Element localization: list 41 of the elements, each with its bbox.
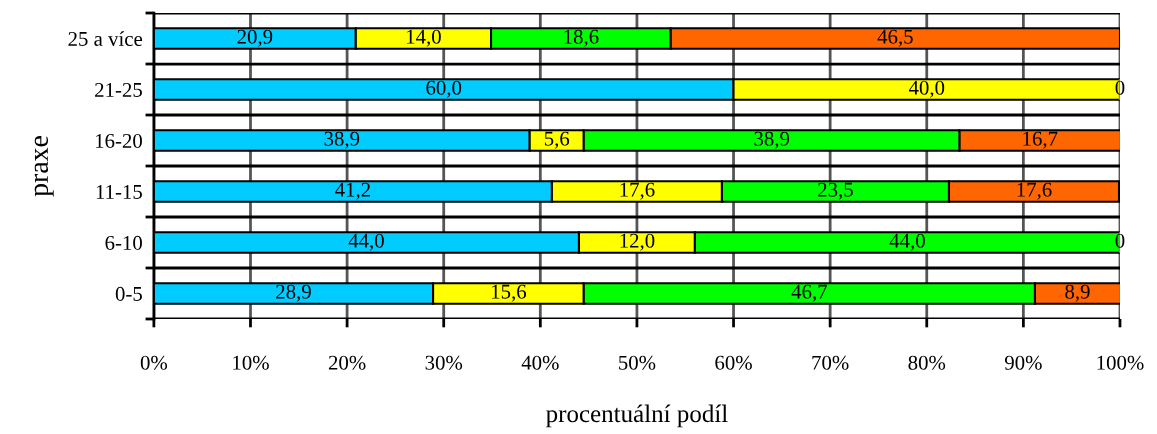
data-label: 44,0: [889, 233, 925, 251]
data-label: 0: [1115, 233, 1125, 248]
x-tick-label: 0%: [140, 355, 168, 370]
data-label: 17,6: [620, 182, 655, 200]
x-tick-label: 50%: [619, 355, 656, 370]
x-tick-label: 40%: [521, 355, 559, 370]
data-label: 18,6: [564, 29, 599, 47]
data-label: 12,0: [620, 233, 655, 251]
data-label: 16,7: [1023, 131, 1058, 149]
data-label: 38,9: [754, 131, 790, 149]
data-label: 17,6: [1017, 182, 1052, 200]
x-tick-label: 30%: [425, 355, 463, 370]
y-tick-label: 11-15: [96, 184, 142, 199]
x-tick-label: 100%: [1097, 355, 1144, 370]
y-axis-title: praxe: [34, 136, 54, 197]
data-label: 8,9: [1065, 284, 1090, 302]
data-label: 38,9: [324, 131, 360, 149]
data-label: 28,9: [276, 284, 311, 302]
data-label: 44,0: [348, 233, 384, 251]
y-tick-label: 21-25: [95, 82, 142, 97]
y-tick-label: 25 a více: [68, 31, 143, 46]
x-tick-label: 10%: [233, 355, 269, 370]
data-label: 40,0: [908, 80, 945, 98]
data-label: 60,0: [426, 80, 462, 98]
y-tick-label: 16-20: [96, 133, 142, 148]
y-tick-label: 0-5: [115, 286, 142, 301]
x-tick-label: 20%: [328, 355, 366, 370]
data-label: 15,6: [492, 284, 527, 302]
data-label: 20,9: [237, 29, 273, 47]
data-label: 46,5: [877, 29, 913, 47]
x-tick-label: 60%: [715, 355, 752, 370]
x-tick-label: 70%: [812, 355, 849, 370]
x-axis-title: procentuální podíl: [546, 404, 728, 428]
data-label: 23,5: [818, 182, 853, 200]
x-tick-label: 90%: [1004, 355, 1042, 370]
data-label: 46,7: [791, 284, 828, 302]
data-label: 41,2: [335, 182, 370, 200]
y-tick-label: 6-10: [105, 235, 142, 250]
data-label: 14,0: [407, 29, 441, 47]
data-label: 5,6: [544, 131, 570, 149]
x-tick-label: 80%: [908, 355, 946, 370]
